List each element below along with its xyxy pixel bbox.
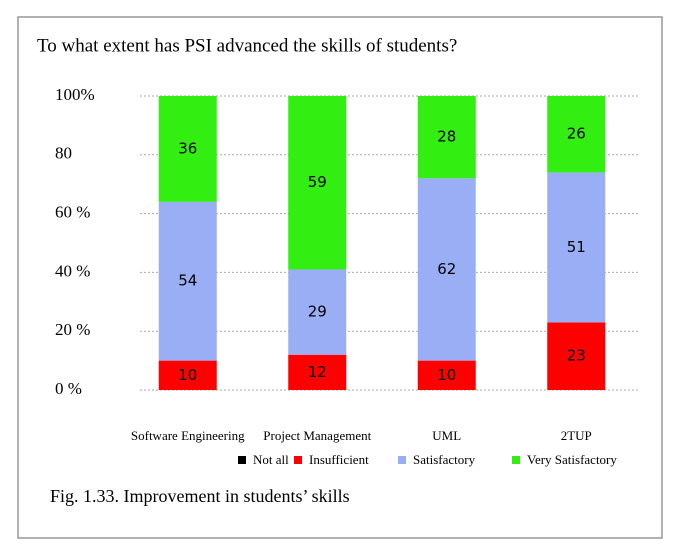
y-tick-label: 80 bbox=[55, 144, 72, 163]
legend-marker bbox=[512, 456, 520, 464]
data-label: 51 bbox=[567, 238, 586, 256]
y-tick-label: 60 % bbox=[55, 203, 90, 222]
legend-label: Very Satisfactory bbox=[527, 452, 617, 467]
x-tick-label: UML bbox=[432, 428, 461, 443]
data-label: 10 bbox=[437, 366, 456, 384]
legend-label: Satisfactory bbox=[413, 452, 476, 467]
caption: Fig. 1.33. Improvement in students’ skil… bbox=[50, 486, 350, 506]
chart-title: To what extent has PSI advanced the skil… bbox=[37, 35, 457, 56]
data-label: 59 bbox=[308, 173, 327, 191]
x-tick-label: Software Engineering bbox=[131, 428, 245, 443]
bar-segment bbox=[288, 96, 347, 270]
bar-segment bbox=[158, 201, 217, 361]
data-label: 12 bbox=[308, 363, 327, 381]
bar-segment bbox=[417, 178, 476, 361]
y-tick-label: 0 % bbox=[55, 379, 82, 398]
legend-marker bbox=[398, 456, 406, 464]
legend-marker bbox=[238, 456, 246, 464]
data-label: 36 bbox=[178, 139, 197, 157]
bar-segment bbox=[417, 360, 476, 390]
bar-segment bbox=[547, 96, 606, 173]
data-label: 62 bbox=[437, 260, 456, 278]
bar-segment bbox=[158, 360, 217, 390]
bar-segment bbox=[547, 322, 606, 390]
data-label: 23 bbox=[567, 347, 586, 365]
x-tick-label: Project Management bbox=[263, 428, 371, 443]
data-label: 29 bbox=[308, 303, 327, 321]
y-tick-label: 20 % bbox=[55, 320, 90, 339]
data-label: 28 bbox=[437, 128, 456, 146]
y-tick-label: 40 % bbox=[55, 261, 90, 280]
data-label: 54 bbox=[178, 272, 197, 290]
bar-segment bbox=[288, 269, 347, 355]
x-tick-label: 2TUP bbox=[561, 428, 592, 443]
bar-segment bbox=[158, 96, 217, 202]
y-tick-label: 100% bbox=[55, 85, 95, 104]
bar-segment bbox=[547, 172, 606, 323]
data-label: 26 bbox=[567, 125, 586, 143]
data-label: 10 bbox=[178, 366, 197, 384]
legend-marker bbox=[294, 456, 302, 464]
bar-segment bbox=[288, 354, 347, 390]
legend-label: Insufficient bbox=[309, 452, 369, 467]
bar-segment bbox=[417, 96, 476, 179]
legend-label: Not all bbox=[253, 452, 289, 467]
